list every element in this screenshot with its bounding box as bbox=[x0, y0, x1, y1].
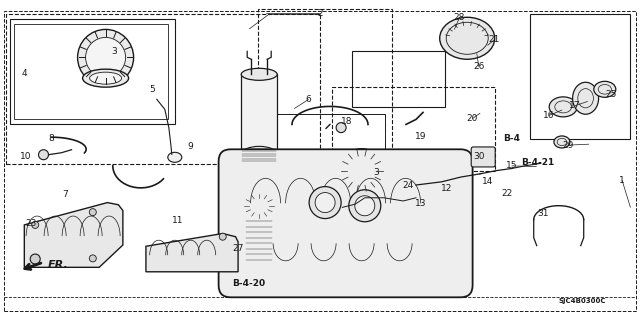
Text: 5: 5 bbox=[150, 85, 155, 94]
Text: FR.: FR. bbox=[48, 260, 68, 270]
Circle shape bbox=[90, 255, 96, 262]
Circle shape bbox=[309, 187, 341, 219]
Text: 29: 29 bbox=[563, 141, 574, 150]
Text: 16: 16 bbox=[543, 111, 555, 120]
Ellipse shape bbox=[440, 17, 495, 59]
Text: 14: 14 bbox=[482, 177, 493, 186]
Text: 27: 27 bbox=[232, 244, 244, 253]
Bar bbox=[530, 14, 630, 139]
Ellipse shape bbox=[241, 68, 277, 80]
Circle shape bbox=[348, 157, 376, 185]
Circle shape bbox=[38, 150, 49, 160]
Ellipse shape bbox=[243, 193, 275, 219]
Ellipse shape bbox=[241, 146, 277, 162]
Bar bbox=[241, 74, 277, 154]
Circle shape bbox=[90, 209, 96, 216]
Text: 13: 13 bbox=[415, 199, 427, 208]
FancyBboxPatch shape bbox=[471, 147, 495, 167]
Polygon shape bbox=[24, 203, 123, 267]
Ellipse shape bbox=[348, 181, 376, 191]
Text: 17: 17 bbox=[569, 101, 580, 110]
Text: 28: 28 bbox=[454, 13, 465, 22]
Bar bbox=[14, 24, 168, 119]
Circle shape bbox=[349, 190, 381, 222]
Text: 21: 21 bbox=[488, 35, 500, 44]
Bar bbox=[258, 9, 392, 184]
Ellipse shape bbox=[245, 261, 273, 271]
Text: 22: 22 bbox=[501, 189, 513, 198]
Text: 8: 8 bbox=[49, 134, 54, 143]
Ellipse shape bbox=[554, 136, 570, 148]
Ellipse shape bbox=[90, 72, 122, 84]
Ellipse shape bbox=[168, 152, 182, 162]
FancyBboxPatch shape bbox=[219, 149, 472, 297]
Bar bbox=[10, 19, 175, 124]
Text: 31: 31 bbox=[537, 209, 548, 218]
Text: 23: 23 bbox=[25, 219, 36, 228]
Bar bbox=[245, 216, 273, 266]
Text: 11: 11 bbox=[172, 216, 184, 225]
Circle shape bbox=[86, 37, 125, 78]
Text: 2: 2 bbox=[317, 9, 323, 18]
Circle shape bbox=[315, 193, 335, 212]
Text: 12: 12 bbox=[441, 184, 452, 193]
Circle shape bbox=[32, 255, 38, 262]
Circle shape bbox=[77, 29, 134, 85]
Circle shape bbox=[340, 149, 383, 193]
Ellipse shape bbox=[245, 211, 273, 221]
Text: B-4-20: B-4-20 bbox=[232, 279, 265, 288]
Ellipse shape bbox=[573, 82, 598, 114]
Circle shape bbox=[30, 254, 40, 264]
Circle shape bbox=[220, 233, 226, 240]
Text: B-4: B-4 bbox=[504, 134, 520, 143]
Bar bbox=[332, 87, 495, 171]
Circle shape bbox=[336, 122, 346, 133]
Text: 26: 26 bbox=[473, 62, 484, 71]
Text: 19: 19 bbox=[415, 132, 427, 141]
Text: 20: 20 bbox=[467, 114, 478, 123]
Text: 18: 18 bbox=[341, 117, 353, 126]
Text: 3: 3 bbox=[111, 47, 116, 56]
Text: 7: 7 bbox=[63, 190, 68, 199]
Text: 1: 1 bbox=[620, 176, 625, 185]
Ellipse shape bbox=[594, 81, 616, 97]
Text: B-4-21: B-4-21 bbox=[521, 158, 554, 167]
Text: 3: 3 bbox=[373, 168, 378, 177]
Bar bbox=[270, 114, 385, 179]
Bar bbox=[352, 51, 445, 107]
Ellipse shape bbox=[248, 197, 270, 215]
Text: 30: 30 bbox=[473, 152, 484, 161]
Circle shape bbox=[355, 196, 375, 216]
Text: 15: 15 bbox=[506, 161, 518, 170]
Text: 6: 6 bbox=[306, 95, 311, 104]
Ellipse shape bbox=[549, 97, 577, 117]
Text: 10: 10 bbox=[20, 152, 31, 161]
Text: 4: 4 bbox=[22, 69, 27, 78]
Ellipse shape bbox=[83, 69, 129, 87]
Text: 9: 9 bbox=[188, 142, 193, 151]
Ellipse shape bbox=[342, 178, 381, 193]
Text: 25: 25 bbox=[605, 90, 617, 99]
Circle shape bbox=[32, 221, 38, 228]
Polygon shape bbox=[146, 234, 238, 272]
Text: 24: 24 bbox=[403, 181, 414, 190]
Text: SJC4B0300C: SJC4B0300C bbox=[559, 299, 606, 304]
Bar bbox=[6, 14, 320, 164]
